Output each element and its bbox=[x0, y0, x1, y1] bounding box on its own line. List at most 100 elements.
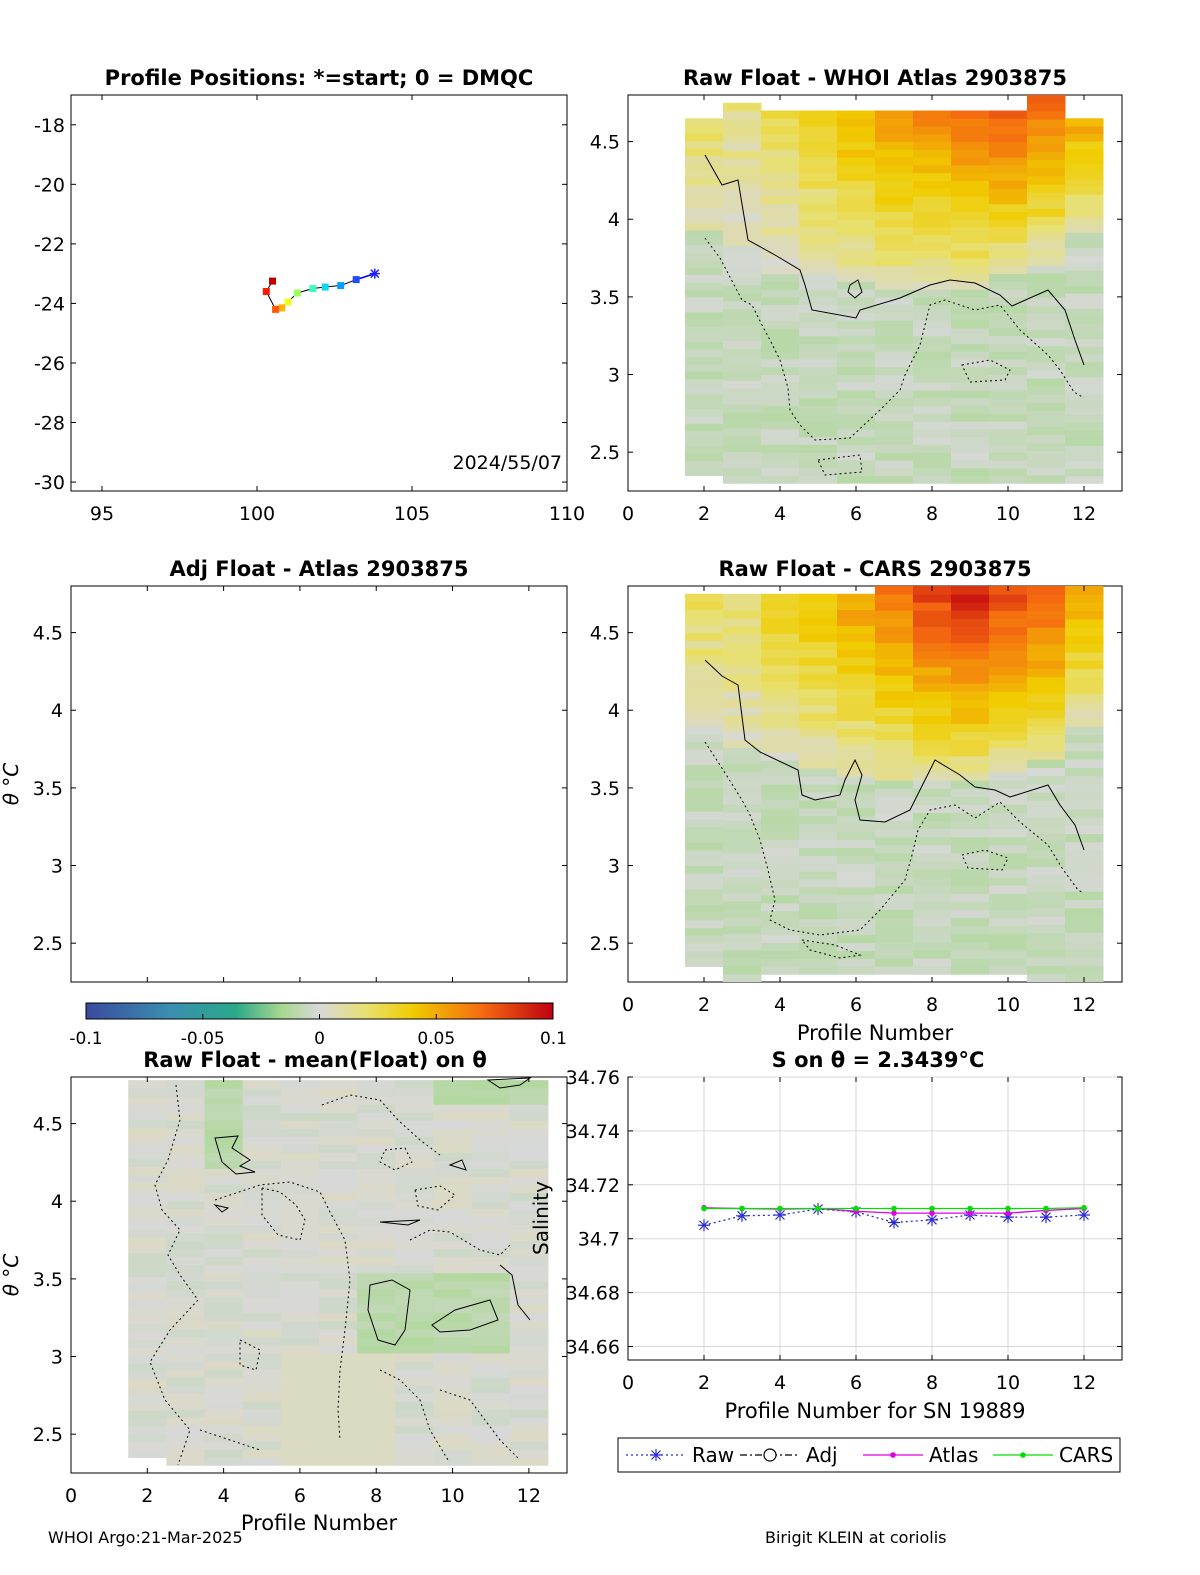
heatmap-cell bbox=[989, 877, 1028, 886]
heatmap-cell bbox=[989, 421, 1028, 430]
heatmap-cell bbox=[875, 475, 914, 484]
heatmap-cell bbox=[395, 1449, 434, 1458]
heatmap-cell bbox=[357, 1168, 396, 1177]
heatmap-cell bbox=[989, 804, 1028, 813]
heatmap-cell bbox=[685, 663, 724, 672]
y-tick-label: 34.76 bbox=[566, 1067, 620, 1089]
heatmap-cell bbox=[1065, 784, 1104, 793]
heatmap-cell bbox=[951, 320, 990, 329]
heatmap-cell bbox=[1027, 329, 1066, 339]
heatmap-cell bbox=[913, 917, 952, 927]
heatmap-cell bbox=[913, 459, 952, 469]
heatmap-cell bbox=[204, 1401, 244, 1410]
heatmap-cell bbox=[913, 110, 952, 119]
heatmap-cell bbox=[128, 1355, 167, 1364]
heatmap-cell bbox=[723, 237, 762, 246]
heatmap-cell bbox=[685, 319, 724, 328]
heatmap-cell bbox=[761, 428, 800, 438]
heatmap-cell bbox=[242, 1336, 282, 1346]
heatmap-cell bbox=[433, 1136, 473, 1145]
heatmap-cell bbox=[989, 343, 1028, 352]
heatmap-cell bbox=[723, 949, 762, 959]
heatmap-cell bbox=[357, 1352, 396, 1362]
heatmap-cell bbox=[685, 148, 724, 156]
heatmap-cell bbox=[761, 258, 800, 267]
heatmap-cell bbox=[319, 1160, 358, 1169]
heatmap-cell bbox=[837, 720, 876, 730]
heatmap-cell bbox=[799, 958, 838, 967]
heatmap-cell bbox=[1065, 594, 1104, 603]
heatmap-cell bbox=[913, 780, 952, 789]
heatmap-cell bbox=[799, 847, 838, 856]
x-tick-label: 2 bbox=[141, 1485, 153, 1507]
heatmap-cell bbox=[1027, 135, 1066, 145]
heatmap-cell bbox=[913, 195, 952, 205]
heatmap-cell bbox=[1027, 602, 1066, 612]
heatmap-cell bbox=[319, 1352, 358, 1362]
y-tick-label: 3 bbox=[51, 856, 63, 878]
heatmap-cell bbox=[1065, 369, 1104, 378]
heatmap-cell bbox=[433, 1393, 473, 1402]
heatmap-cell bbox=[989, 390, 1028, 399]
heatmap-cell bbox=[166, 1176, 206, 1185]
heatmap-cell bbox=[357, 1425, 396, 1434]
heatmap-cell bbox=[1027, 386, 1066, 395]
heatmap-cell bbox=[685, 252, 724, 261]
heatmap-cell bbox=[913, 203, 952, 212]
heatmap-cell bbox=[242, 1232, 282, 1242]
heatmap-cell bbox=[1027, 643, 1066, 653]
heatmap-cell bbox=[761, 211, 800, 220]
heatmap-cell bbox=[685, 125, 724, 134]
profile-position-marker bbox=[352, 276, 360, 284]
heatmap-cell bbox=[875, 933, 914, 943]
heatmap-cell bbox=[913, 366, 952, 376]
heatmap-cell bbox=[685, 386, 724, 395]
heatmap-cell bbox=[685, 842, 724, 851]
heatmap-cell bbox=[685, 826, 724, 835]
heatmap-cell bbox=[1027, 450, 1066, 460]
heatmap-cell bbox=[723, 739, 762, 748]
heatmap-cell bbox=[837, 855, 876, 864]
heatmap-cell bbox=[509, 1296, 549, 1306]
heatmap-cell bbox=[837, 343, 876, 352]
heatmap-cell bbox=[723, 917, 762, 926]
heatmap-cell bbox=[357, 1393, 396, 1402]
heatmap-cell bbox=[685, 311, 724, 320]
heatmap-cell bbox=[875, 164, 914, 174]
heatmap-cell bbox=[395, 1385, 434, 1394]
heatmap-cell bbox=[723, 277, 762, 286]
heatmap-cell bbox=[509, 1360, 549, 1370]
heatmap-cell bbox=[989, 901, 1028, 911]
heatmap-cell bbox=[913, 250, 952, 259]
heatmap-cell bbox=[509, 1192, 549, 1201]
heatmap-cell bbox=[875, 281, 914, 290]
heatmap-cell bbox=[799, 273, 838, 282]
heatmap-cell bbox=[433, 1208, 473, 1218]
heatmap-cell bbox=[837, 752, 876, 761]
heatmap-cell bbox=[989, 351, 1028, 360]
heatmap-cell bbox=[128, 1433, 167, 1443]
heatmap-cell bbox=[951, 586, 990, 595]
heatmap-cell bbox=[166, 1104, 206, 1113]
heatmap-cell bbox=[837, 227, 876, 236]
heatmap-cell bbox=[1065, 907, 1104, 917]
x-tick-label: 6 bbox=[294, 1485, 306, 1507]
heatmap-cell bbox=[761, 831, 800, 840]
heatmap-cell bbox=[989, 289, 1028, 298]
heatmap-cell bbox=[951, 133, 990, 143]
heatmap-cell bbox=[433, 1200, 473, 1209]
heatmap-cell bbox=[799, 688, 838, 698]
heatmap-cell bbox=[761, 760, 800, 769]
heatmap-cell bbox=[913, 610, 952, 619]
heatmap-cell bbox=[761, 839, 800, 848]
heatmap-cell bbox=[875, 157, 914, 166]
heatmap-cell bbox=[761, 609, 800, 619]
heatmap-cell bbox=[1065, 460, 1104, 469]
heatmap-cell bbox=[761, 736, 800, 745]
heatmap-cell bbox=[509, 1304, 549, 1314]
heatmap-cell bbox=[280, 1184, 320, 1193]
heatmap-cell bbox=[685, 857, 724, 867]
heatmap-cell bbox=[875, 755, 914, 765]
heatmap-cell bbox=[471, 1104, 511, 1113]
heatmap-cell bbox=[913, 211, 952, 220]
